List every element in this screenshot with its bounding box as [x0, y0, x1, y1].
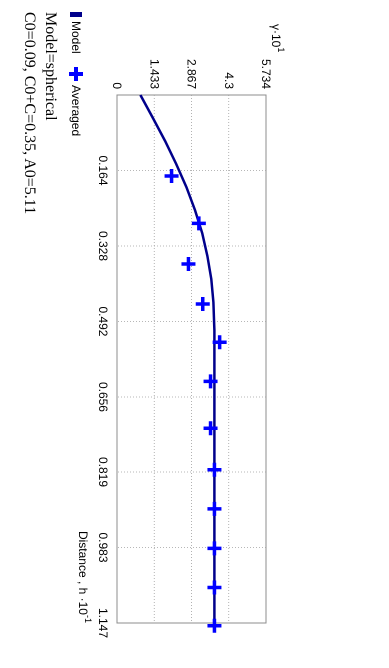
y-tick-labels: 0 1.433 2.867 4.3 5.734	[110, 59, 273, 89]
grid	[117, 95, 266, 623]
x-axis-label-exponent: -1	[83, 615, 93, 623]
legend-averaged-label: Averaged	[69, 85, 83, 136]
y-axis-label: γ·101	[269, 24, 286, 52]
x-tick-label: 0.983	[96, 532, 110, 562]
averaged-marker	[212, 335, 227, 350]
y-axis-label-text: γ·10	[269, 24, 283, 48]
caption-parameters: C0=0.09, C0+C=0.35, A0=5.11	[21, 12, 38, 214]
x-axis-label: Distance , h ·10-1	[76, 531, 93, 623]
x-tick-label: 0.819	[96, 457, 110, 487]
averaged-marker	[195, 296, 210, 311]
averaged-marker	[164, 169, 179, 184]
caption-model: Model=spherical	[42, 12, 59, 121]
y-axis-label-exponent: 1	[276, 47, 286, 52]
x-tick-label: 0.492	[96, 306, 110, 336]
legend-model-swatch	[70, 12, 82, 17]
x-axis-label-text: Distance , h ·10	[76, 531, 90, 615]
x-tick-label: 0.164	[96, 155, 110, 185]
x-tick-label: 0.656	[96, 382, 110, 412]
y-tick-label: 2.867	[185, 59, 199, 89]
x-tick-label: 0.328	[96, 231, 110, 261]
legend-model-label: Model	[69, 21, 83, 54]
y-tick-label: 5.734	[259, 59, 273, 89]
averaged-marker	[207, 618, 222, 633]
averaged-marker	[207, 541, 222, 556]
averaged-marker	[207, 501, 222, 516]
y-tick-label: 4.3	[222, 72, 236, 89]
x-tick-labels: 0.164 0.328 0.492 0.656 0.819 0.983 1.147	[96, 155, 110, 638]
averaged-marker	[191, 216, 206, 231]
legend: Model Averaged	[69, 12, 83, 136]
chart-frame: 0 1.433 2.867 4.3 5.734 0.164 0.328 0.492 0.656…	[21, 12, 286, 638]
y-tick-label: 0	[110, 82, 124, 89]
averaged-marker	[207, 462, 222, 477]
legend-averaged-marker	[69, 67, 83, 81]
averaged-series	[164, 169, 227, 633]
averaged-marker	[181, 256, 196, 271]
averaged-marker	[207, 580, 222, 595]
averaged-marker	[203, 421, 218, 436]
averaged-marker	[203, 374, 218, 389]
y-tick-label: 1.433	[147, 59, 161, 89]
x-tick-label: 1.147	[96, 608, 110, 638]
